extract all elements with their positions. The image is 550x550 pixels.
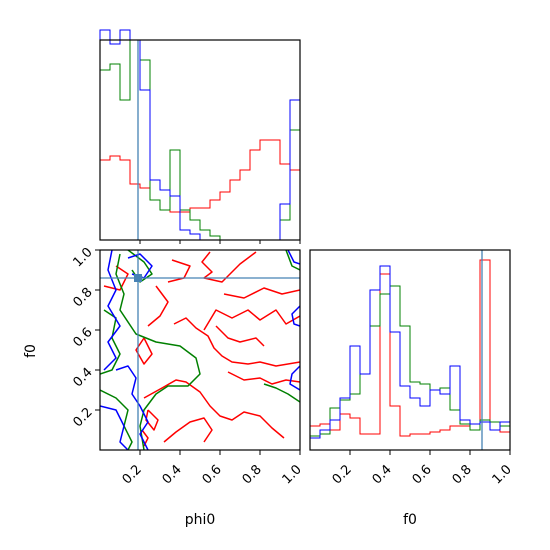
red-contour bbox=[223, 287, 300, 299]
red-f0-histogram-line bbox=[309, 259, 511, 450]
red-contour bbox=[163, 417, 213, 443]
f0-hist-tick-label: 0.2 bbox=[330, 462, 355, 487]
red-contour bbox=[143, 379, 285, 439]
blue-contour bbox=[291, 305, 300, 327]
f0-tick-label: 0.4 bbox=[70, 365, 95, 390]
green-contour bbox=[263, 383, 300, 403]
blue-f0-histogram-line bbox=[309, 265, 511, 450]
red-contour bbox=[173, 317, 300, 367]
f0-y-axis-label: f0 bbox=[23, 344, 39, 358]
f0-hist-tick-label: 0.4 bbox=[370, 462, 395, 487]
red-contour bbox=[203, 309, 300, 331]
phi0-histogram-frame bbox=[99, 39, 301, 241]
f0-tick-label: 0.8 bbox=[70, 285, 95, 310]
f0-hist-tick-label: 0.6 bbox=[410, 462, 435, 487]
phi0-histogram-panel bbox=[99, 29, 301, 244]
red-contour bbox=[215, 325, 265, 347]
phi0-tick-label: 1.0 bbox=[280, 462, 305, 487]
blue-contour bbox=[289, 365, 300, 391]
red-contour bbox=[167, 259, 191, 283]
blue-contour bbox=[103, 250, 121, 371]
f0-axis-label: f0 bbox=[403, 512, 417, 528]
phi0-histogram-ticks bbox=[139, 240, 301, 244]
phi0-x-ticks: 0.2 0.4 0.6 0.8 1.0 bbox=[120, 450, 305, 487]
f0-histogram-panel: 0.2 0.4 0.6 0.8 1.0 bbox=[309, 249, 515, 487]
phi0-tick-label: 0.4 bbox=[160, 462, 185, 487]
f0-x-ticks: 0.2 0.4 0.6 0.8 1.0 bbox=[330, 450, 515, 487]
red-contour bbox=[145, 409, 159, 431]
f0-tick-label: 0.6 bbox=[70, 325, 95, 350]
f0-tick-label: 1.0 bbox=[70, 245, 95, 270]
phi0-f0-contour-panel: 0.2 0.4 0.6 0.8 1.0 0.2 0.4 0.6 0.8 1.0 bbox=[70, 245, 304, 487]
f0-histogram-series bbox=[309, 259, 511, 450]
blue-contour bbox=[287, 250, 300, 265]
phi0-axis-label: phi0 bbox=[185, 512, 216, 528]
red-contour bbox=[227, 371, 300, 385]
red-contour bbox=[135, 337, 153, 365]
green-contour bbox=[100, 389, 133, 450]
phi0-tick-label: 0.6 bbox=[200, 462, 225, 487]
green-contour bbox=[285, 250, 300, 271]
blue-contour bbox=[115, 365, 149, 450]
red-phi0-histogram-line bbox=[99, 139, 301, 240]
phi0-tick-label: 0.8 bbox=[240, 462, 265, 487]
f0-histogram-frame bbox=[309, 249, 511, 451]
f0-y-ticks: 0.2 0.4 0.6 0.8 1.0 bbox=[70, 245, 100, 430]
red-contour bbox=[103, 265, 129, 291]
phi0-tick-label: 0.2 bbox=[120, 462, 145, 487]
contour-frame bbox=[99, 249, 301, 451]
blue-contour bbox=[100, 405, 129, 450]
f0-hist-tick-label: 0.8 bbox=[450, 462, 475, 487]
f0-tick-label: 0.2 bbox=[70, 405, 95, 430]
green-contour bbox=[115, 253, 201, 450]
truth-marker bbox=[134, 274, 142, 282]
red-contour bbox=[147, 285, 169, 327]
f0-hist-tick-label: 1.0 bbox=[490, 462, 515, 487]
